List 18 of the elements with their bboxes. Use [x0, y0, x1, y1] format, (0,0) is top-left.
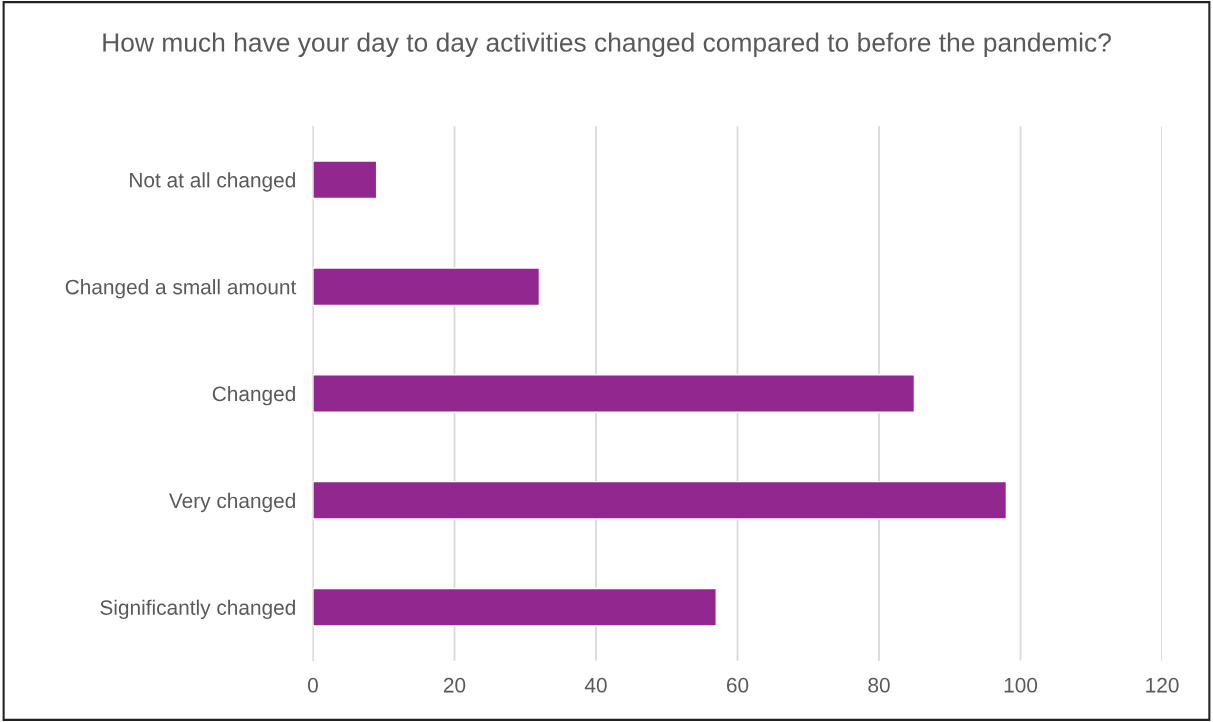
y-tick-label: Not at all changed — [130, 172, 295, 192]
bar — [312, 160, 378, 200]
bar — [312, 267, 541, 307]
bar — [312, 374, 916, 413]
y-tick-label: Changed a small amount — [65, 279, 297, 299]
x-tick-label: 120 — [1146, 677, 1179, 693]
x-tick-label: 40 — [584, 677, 607, 693]
y-tick-label: Changed — [212, 385, 295, 406]
x-tick-label: 80 — [868, 677, 890, 693]
bar — [312, 480, 1008, 520]
chart-title: How much have your day to day activities changed compared to before the pandemic? — [103, 32, 1111, 58]
x-tick-label: 20 — [443, 677, 466, 693]
x-tick-label: 0 — [307, 677, 318, 693]
x-tick-label: 100 — [1004, 677, 1038, 693]
y-tick-label: Very changed — [168, 492, 295, 513]
bar — [312, 587, 717, 627]
y-tick-label: Significantly changed — [100, 599, 295, 620]
x-tick-label: 60 — [726, 677, 749, 693]
